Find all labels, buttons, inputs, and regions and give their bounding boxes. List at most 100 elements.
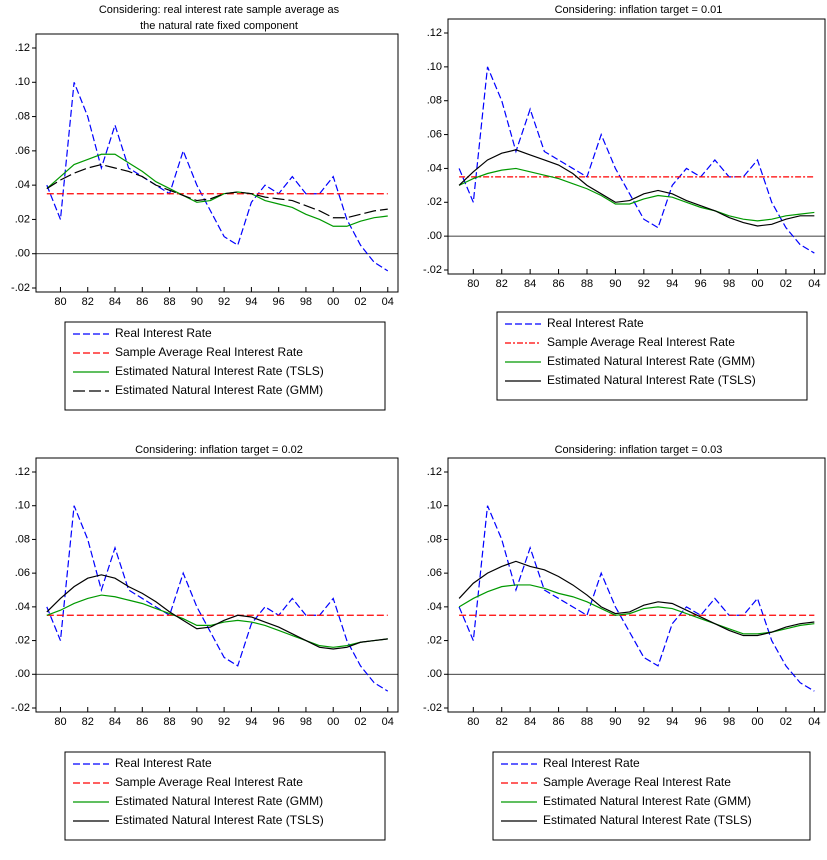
plot-frame: [35, 457, 399, 713]
x-tick-label: 94: [666, 278, 678, 290]
x-tick-label: 80: [467, 716, 479, 728]
legend-label: Estimated Natural Interest Rate (TSLS): [547, 373, 756, 387]
series-line: [46, 163, 388, 219]
x-tick-label: 00: [751, 716, 763, 728]
x-tick-label: 92: [638, 716, 650, 728]
x-tick-label: 84: [524, 716, 536, 728]
legend-box: [496, 311, 808, 401]
plot-frame: [447, 18, 826, 275]
x-tick-label: 86: [552, 716, 564, 728]
x-tick-label: 90: [191, 296, 203, 308]
legend-label: Sample Average Real Interest Rate: [543, 775, 731, 789]
y-tick-label: .08: [427, 533, 442, 545]
series-line: [458, 584, 815, 635]
y-tick-label: .10: [15, 76, 30, 88]
legend-label: Estimated Natural Interest Rate (TSLS): [543, 813, 752, 827]
x-tick-label: 86: [136, 716, 148, 728]
y-tick-label: .04: [427, 601, 442, 613]
chart-title: Considering: inflation target = 0.02: [135, 444, 303, 456]
x-tick-label: 96: [273, 296, 285, 308]
x-tick-label: 92: [638, 278, 650, 290]
y-tick-label: -.02: [423, 702, 442, 714]
x-tick-label: 88: [581, 278, 593, 290]
legend-label: Sample Average Real Interest Rate: [547, 335, 735, 349]
y-tick-label: .00: [15, 668, 30, 680]
x-tick-label: 86: [136, 296, 148, 308]
x-tick-label: 98: [300, 716, 312, 728]
legend-box: [64, 321, 386, 411]
legend-label: Estimated Natural Interest Rate (TSLS): [115, 364, 324, 378]
series-line: [46, 505, 389, 692]
x-tick-label: 04: [808, 716, 820, 728]
y-tick-label: .00: [427, 668, 442, 680]
y-tick-label: .12: [15, 466, 30, 478]
x-tick-label: 88: [163, 296, 175, 308]
chart-title: Considering: inflation target = 0.01: [555, 4, 723, 16]
x-tick-label: 88: [163, 716, 175, 728]
x-tick-label: 00: [327, 716, 339, 728]
x-tick-label: 96: [695, 716, 707, 728]
y-tick-label: .00: [15, 248, 30, 260]
legend-box: [64, 751, 386, 841]
chart-title: Considering: real interest rate sample a…: [99, 4, 340, 16]
y-tick-label: .00: [427, 230, 442, 242]
y-tick-label: .02: [427, 196, 442, 208]
x-tick-label: 04: [808, 278, 820, 290]
series-line: [46, 574, 388, 650]
x-tick-label: 84: [109, 296, 121, 308]
x-tick-label: 82: [82, 716, 94, 728]
chart-title: the natural rate fixed component: [140, 20, 298, 32]
x-tick-label: 80: [467, 278, 479, 290]
y-tick-label: .10: [427, 500, 442, 512]
legend-label: Estimated Natural Interest Rate (GMM): [547, 354, 755, 368]
legend-label: Estimated Natural Interest Rate (GMM): [543, 794, 751, 808]
x-tick-label: 94: [245, 296, 257, 308]
y-tick-label: .06: [427, 567, 442, 579]
y-tick-label: .06: [15, 145, 30, 157]
y-tick-label: .04: [427, 162, 442, 174]
x-tick-label: 00: [751, 278, 763, 290]
x-tick-label: 94: [666, 716, 678, 728]
legend-label: Estimated Natural Interest Rate (TSLS): [115, 813, 324, 827]
series-line: [458, 167, 815, 222]
y-tick-label: .04: [15, 601, 30, 613]
x-tick-label: 96: [273, 716, 285, 728]
plot-frame: [35, 33, 399, 293]
legend-label: Estimated Natural Interest Rate (GMM): [115, 383, 323, 397]
x-tick-label: 82: [82, 296, 94, 308]
x-tick-label: 96: [695, 278, 707, 290]
x-tick-label: 94: [245, 716, 257, 728]
y-tick-label: .08: [15, 110, 30, 122]
chart-title: Considering: inflation target = 0.03: [555, 444, 723, 456]
x-tick-label: 98: [723, 716, 735, 728]
legend-label: Real Interest Rate: [115, 756, 212, 770]
y-tick-label: .08: [15, 533, 30, 545]
series-line: [458, 149, 815, 227]
y-tick-label: -.02: [11, 282, 30, 294]
x-tick-label: 04: [382, 296, 394, 308]
y-tick-label: .12: [427, 466, 442, 478]
series-line: [458, 505, 815, 692]
x-tick-label: 02: [780, 278, 792, 290]
legend-label: Sample Average Real Interest Rate: [115, 345, 303, 359]
y-tick-label: .06: [427, 128, 442, 140]
x-tick-label: 86: [552, 278, 564, 290]
x-tick-label: 84: [109, 716, 121, 728]
x-tick-label: 90: [609, 278, 621, 290]
x-tick-label: 90: [609, 716, 621, 728]
x-tick-label: 98: [300, 296, 312, 308]
x-tick-label: 02: [780, 716, 792, 728]
legend-label: Real Interest Rate: [115, 326, 212, 340]
y-tick-label: .10: [427, 61, 442, 73]
plot-frame: [447, 457, 826, 713]
legend-label: Real Interest Rate: [547, 316, 644, 330]
y-tick-label: .02: [15, 634, 30, 646]
series-line: [458, 66, 815, 254]
y-tick-label: .02: [427, 634, 442, 646]
x-tick-label: 02: [354, 296, 366, 308]
x-tick-label: 98: [723, 278, 735, 290]
x-tick-label: 88: [581, 716, 593, 728]
y-tick-label: -.02: [11, 702, 30, 714]
